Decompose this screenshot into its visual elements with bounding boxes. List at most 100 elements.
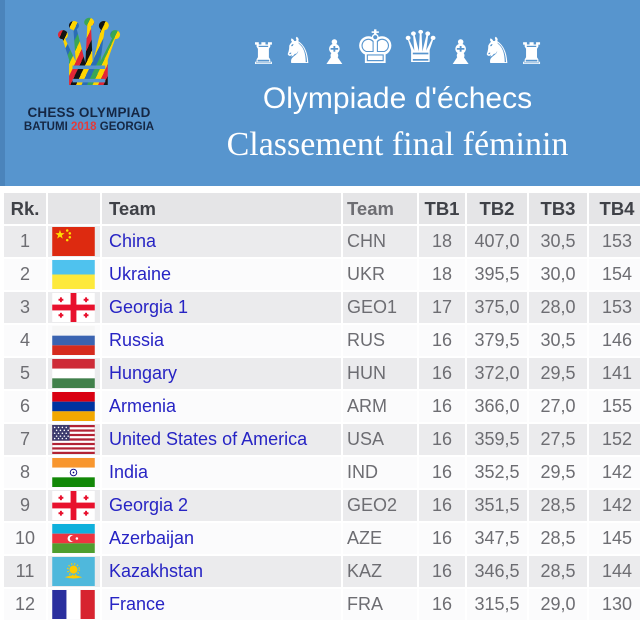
team-link[interactable]: Georgia 1 — [109, 297, 189, 317]
team-cell: Russia — [102, 325, 341, 356]
rank-cell: 12 — [4, 589, 46, 620]
table-row: 3 Georgia 1 GEO1 17 375,0 28,0 153 — [4, 292, 640, 323]
flag-ge-icon — [48, 490, 100, 521]
team-code-cell: KAZ — [343, 556, 417, 587]
tb2-cell: 315,5 — [467, 589, 527, 620]
table-row: 12 France FRA 16 315,5 29,0 130 — [4, 589, 640, 620]
flag-cn-icon — [48, 226, 100, 257]
team-link[interactable]: Hungary — [109, 363, 178, 383]
team-code-cell: UKR — [343, 259, 417, 290]
hero-banner: ♛ CHESS OLYMPIAD BATUMI 2018 GEORGIA ♜ ♞ ♝… — [0, 0, 640, 186]
team-link[interactable]: France — [109, 594, 166, 614]
flag-ge-icon — [48, 292, 100, 323]
tb4-cell: 142 — [589, 490, 640, 521]
tb3-cell: 29,5 — [529, 358, 587, 389]
tb1-cell: 18 — [419, 226, 465, 257]
tb2-cell: 347,5 — [467, 523, 527, 554]
rank-cell: 4 — [4, 325, 46, 356]
table-row: 9 Georgia 2 GEO2 16 351,5 28,5 142 — [4, 490, 640, 521]
rank-cell: 6 — [4, 391, 46, 422]
team-link[interactable]: Georgia 2 — [109, 495, 189, 515]
team-cell: Azerbaijan — [102, 523, 341, 554]
header-tb1: TB1 — [419, 193, 465, 224]
tb2-cell: 359,5 — [467, 424, 527, 455]
team-code-cell: USA — [343, 424, 417, 455]
tb3-cell: 30,5 — [529, 226, 587, 257]
tb4-cell: 142 — [589, 457, 640, 488]
tb1-cell: 16 — [419, 523, 465, 554]
tb3-cell: 28,5 — [529, 490, 587, 521]
chess-olympiad-logo: ♛ CHESS OLYMPIAD BATUMI 2018 GEORGIA — [19, 5, 159, 133]
table-row: 4 Russia RUS 16 379,5 30,5 146 — [4, 325, 640, 356]
hero-title-line1: Olympiade d'échecs — [262, 82, 533, 115]
rank-cell: 2 — [4, 259, 46, 290]
tb1-cell: 16 — [419, 325, 465, 356]
flag-ua-icon — [48, 259, 100, 290]
header-flag — [48, 193, 100, 224]
tb3-cell: 28,5 — [529, 556, 587, 587]
tb4-cell: 144 — [589, 556, 640, 587]
tb3-cell: 28,5 — [529, 523, 587, 554]
tb2-cell: 351,5 — [467, 490, 527, 521]
tb1-cell: 16 — [419, 556, 465, 587]
team-cell: Ukraine — [102, 259, 341, 290]
tb2-cell: 407,0 — [467, 226, 527, 257]
tb1-cell: 16 — [419, 358, 465, 389]
logo-city: BATUMI — [23, 120, 68, 133]
rank-cell: 10 — [4, 523, 46, 554]
chess-piece-icon: ♝ — [445, 33, 476, 73]
table-row: 2 Ukraine UKR 18 395,5 30,0 154 — [4, 259, 640, 290]
tb2-cell: 346,5 — [467, 556, 527, 587]
team-link[interactable]: Russia — [109, 330, 165, 350]
header-rank: Rk. — [4, 193, 46, 224]
chess-pieces-row-icon: ♜ ♞ ♝ ♚ ♛ ♝ ♞ ♜ — [155, 18, 640, 70]
chess-piece-icon: ♜ — [518, 37, 546, 72]
tb4-cell: 155 — [589, 391, 640, 422]
logo-country: GEORGIA — [99, 120, 155, 133]
team-link[interactable]: Armenia — [109, 396, 177, 416]
team-code-cell: AZE — [343, 523, 417, 554]
rank-cell: 7 — [4, 424, 46, 455]
flag-in-icon — [48, 457, 100, 488]
tb1-cell: 16 — [419, 457, 465, 488]
team-code-cell: CHN — [343, 226, 417, 257]
rank-cell: 11 — [4, 556, 46, 587]
team-link[interactable]: Ukraine — [109, 264, 172, 284]
tb4-cell: 152 — [589, 424, 640, 455]
team-link[interactable]: United States of America — [109, 429, 308, 449]
tb1-cell: 16 — [419, 589, 465, 620]
tb3-cell: 30,5 — [529, 325, 587, 356]
tb2-cell: 379,5 — [467, 325, 527, 356]
team-link[interactable]: Kazakhstan — [109, 561, 204, 581]
tb2-cell: 375,0 — [467, 292, 527, 323]
team-link[interactable]: China — [109, 231, 157, 251]
tb4-cell: 153 — [589, 226, 640, 257]
team-link[interactable]: India — [109, 462, 149, 482]
chess-piece-icon: ♚ — [354, 20, 396, 74]
tb4-cell: 141 — [589, 358, 640, 389]
tb2-cell: 366,0 — [467, 391, 527, 422]
tb4-cell: 145 — [589, 523, 640, 554]
team-link[interactable]: Azerbaijan — [109, 528, 195, 548]
logo-year: 2018 — [70, 120, 97, 133]
table-header-row: Rk. Team Team TB1 TB2 TB3 TB4 — [4, 193, 640, 224]
table-row: 8 India IND 16 352,5 29,5 142 — [4, 457, 640, 488]
logo-subtitle: BATUMI 2018 GEORGIA — [19, 121, 159, 133]
team-cell: Hungary — [102, 358, 341, 389]
team-code-cell: GEO1 — [343, 292, 417, 323]
flag-kz-icon — [48, 556, 100, 587]
tb1-cell: 16 — [419, 490, 465, 521]
team-code-cell: ARM — [343, 391, 417, 422]
tb4-cell: 153 — [589, 292, 640, 323]
team-code-cell: IND — [343, 457, 417, 488]
flag-am-icon — [48, 391, 100, 422]
tb3-cell: 27,0 — [529, 391, 587, 422]
team-cell: Georgia 1 — [102, 292, 341, 323]
rank-cell: 8 — [4, 457, 46, 488]
tb3-cell: 30,0 — [529, 259, 587, 290]
table-row: 6 Armenia ARM 16 366,0 27,0 155 — [4, 391, 640, 422]
team-cell: United States of America — [102, 424, 341, 455]
tb1-cell: 16 — [419, 424, 465, 455]
header-team: Team — [102, 193, 341, 224]
